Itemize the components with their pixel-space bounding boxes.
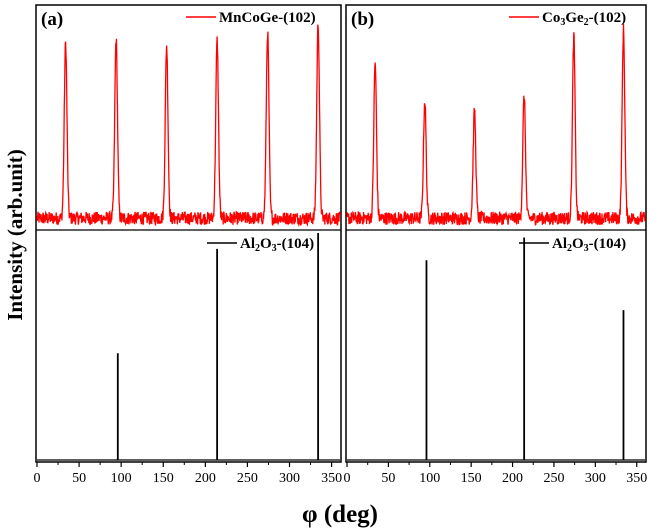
- panel-b-xtick-label-250: 250: [543, 471, 564, 486]
- panel-a-x-ticks: 0 50 100 150 200 250 300 350: [34, 462, 342, 486]
- panel-b-xtick-label-350: 350: [626, 471, 647, 486]
- panel-a-xtick-label-50: 50: [72, 471, 86, 486]
- panel-a-top-series: [36, 24, 341, 228]
- panel-b-xtick-label-0: 0: [344, 471, 351, 486]
- panel-b-bottom-series: [347, 237, 645, 461]
- panel-a-label: (a): [41, 9, 63, 30]
- panel-b-bottom-legend-text: Al2O3-(104): [552, 236, 626, 254]
- panel-b-x-ticks: 0 50 100 150 200 250 300 350: [344, 462, 647, 486]
- panel-b-xtick-label-300: 300: [585, 471, 606, 486]
- panel-a: (a) 0 50 100 150 200 250 300 350 MnCoGe-(102) A…: [34, 4, 342, 486]
- panel-b-top-line: [346, 23, 646, 226]
- x-axis-title: φ (deg): [302, 501, 378, 528]
- panel-b-xtick-label-150: 150: [461, 471, 482, 486]
- panel-a-xtick-label-350: 350: [321, 471, 342, 486]
- panel-b-xtick-label-50: 50: [381, 471, 395, 486]
- panel-a-xtick-label-0: 0: [34, 471, 41, 486]
- panel-a-xtick-label-200: 200: [195, 471, 216, 486]
- panel-a-xtick-label-100: 100: [111, 471, 132, 486]
- panel-a-top-line: [36, 24, 341, 228]
- panel-b-label: (b): [351, 9, 374, 30]
- panel-a-top-legend-text: MnCoGe-(102): [219, 10, 316, 26]
- y-axis-title: Intensity (arb.unit): [3, 149, 27, 321]
- panel-a-xtick-label-300: 300: [279, 471, 300, 486]
- panel-a-xtick-label-150: 150: [153, 471, 174, 486]
- panel-a-bottom-legend-text: Al2O3-(104): [240, 236, 314, 254]
- panel-a-bottom-series: [37, 233, 340, 461]
- panel-b: (b) 0 50 100 150 200 250 300 350 Co3Ge2-(102) A…: [344, 4, 647, 486]
- panel-a-frame: [35, 4, 342, 463]
- panel-b-frame: [345, 4, 647, 463]
- panel-b-xtick-label-200: 200: [502, 471, 523, 486]
- panel-a-xtick-label-250: 250: [237, 471, 258, 486]
- panel-b-top-legend-text: Co3Ge2-(102): [542, 10, 626, 28]
- panel-b-xtick-label-100: 100: [419, 471, 440, 486]
- panel-b-top-series: [346, 23, 646, 226]
